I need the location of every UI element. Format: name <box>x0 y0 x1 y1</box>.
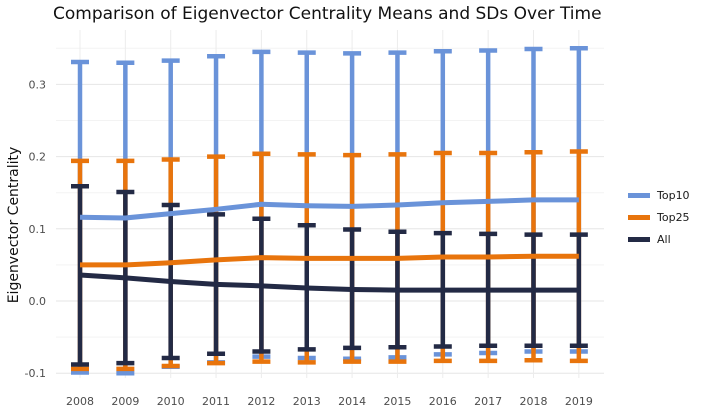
legend-swatch <box>628 192 650 198</box>
series-layer <box>71 46 588 376</box>
series-top10-errorbars <box>71 46 588 376</box>
series-top10-mean-line <box>79 197 579 221</box>
y-tick-label: 0.3 <box>29 78 47 91</box>
legend-label: Top10 <box>657 188 690 202</box>
x-tick-label: 2010 <box>157 395 185 408</box>
legend-label: Top25 <box>657 210 690 224</box>
axis-ticks: 0.3 0.2 0.1 0.0 -0.1 2008 2009 2010 2011 2012 2013… <box>25 78 593 408</box>
x-tick-label: 2016 <box>429 395 457 408</box>
chart-title: Comparison of Eigenvector Centrality Mea… <box>53 4 602 24</box>
y-tick-label: 0.1 <box>29 223 47 236</box>
x-tick-label: 2019 <box>565 395 593 408</box>
legend-swatch <box>628 214 650 220</box>
series-all-mean-line <box>79 272 579 293</box>
legend-label: All <box>657 232 671 246</box>
x-tick-label: 2015 <box>383 395 411 408</box>
x-tick-label: 2011 <box>202 395 230 408</box>
legend-item-all: All <box>628 228 690 250</box>
y-tick-label: 0.0 <box>29 295 47 308</box>
legend: Top10 Top25 All <box>628 184 690 250</box>
x-tick-label: 2014 <box>338 395 366 408</box>
x-tick-label: 2009 <box>111 395 139 408</box>
series-all-errorbars <box>71 183 588 367</box>
legend-swatch <box>628 236 650 242</box>
y-tick-label: -0.1 <box>25 367 46 380</box>
x-tick-label: 2013 <box>293 395 321 408</box>
x-tick-label: 2017 <box>474 395 502 408</box>
y-tick-label: 0.2 <box>29 151 47 164</box>
legend-item-top25: Top25 <box>628 206 690 228</box>
x-tick-label: 2008 <box>66 395 94 408</box>
x-tick-label: 2018 <box>520 395 548 408</box>
y-axis-label: Eigenvector Centrality <box>6 147 22 304</box>
series-top25-mean-line <box>80 253 579 268</box>
x-tick-label: 2012 <box>247 395 275 408</box>
legend-item-top10: Top10 <box>628 184 690 206</box>
